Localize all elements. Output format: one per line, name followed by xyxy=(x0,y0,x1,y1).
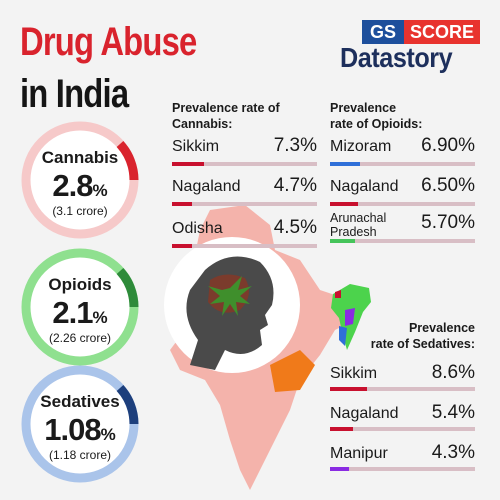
ring-accent-arc xyxy=(116,140,139,181)
ring-graphic xyxy=(21,248,139,366)
ring-graphic xyxy=(21,121,139,239)
chart-title-display: Prevalence rate of Cannabis: xyxy=(172,100,312,132)
category-label: Arunachal Pradesh xyxy=(330,211,386,239)
manipur-shape xyxy=(345,308,355,326)
bar-track xyxy=(172,162,317,166)
head-silhouette-icon xyxy=(186,256,274,370)
summary-name: Cannabis xyxy=(41,148,119,167)
bar xyxy=(172,244,192,248)
category-label: Sikkim xyxy=(172,138,220,155)
ring-graphic xyxy=(21,365,139,483)
bar xyxy=(172,162,204,166)
data-label: 5.70% xyxy=(421,212,475,233)
bar xyxy=(330,467,349,471)
bar xyxy=(330,427,353,431)
chart-title-line: Cannabis: xyxy=(172,117,233,131)
title-line-2: in India xyxy=(20,72,129,116)
ring-text: Cannabis 2.8% (3.1 crore) xyxy=(18,148,142,218)
category-label: Nagaland xyxy=(330,405,399,422)
bar-track xyxy=(330,202,475,206)
bar-track xyxy=(330,467,475,471)
brand-logo: GS SCORE xyxy=(362,20,480,44)
bar-track xyxy=(172,244,317,248)
summary-value: 2.8% xyxy=(18,168,142,204)
summary-ring-opioids: Opioids 2.1% (2.26 crore) xyxy=(18,245,142,369)
bar xyxy=(172,202,192,206)
chart-title-display: Prevalence rate of Sedatives: xyxy=(330,320,475,352)
data-label: 6.50% xyxy=(421,175,475,196)
mizoram-shape xyxy=(339,326,347,346)
bar-track xyxy=(330,387,475,391)
sikkim-shape xyxy=(335,290,341,298)
bar xyxy=(330,387,367,391)
data-label: 7.3% xyxy=(273,135,317,156)
summary-value-unit: % xyxy=(92,181,108,200)
chart-title-line: Prevalence xyxy=(330,101,397,115)
ring-accent-arc xyxy=(116,384,139,425)
summary-value-number: 1.08 xyxy=(44,412,101,447)
northeast-map xyxy=(331,284,371,350)
data-label: 5.4% xyxy=(431,402,475,423)
summary-value-unit: % xyxy=(92,308,108,327)
summary-name: Sedatives xyxy=(40,392,120,411)
odisha-highlight xyxy=(270,350,315,392)
summary-sub: (2.26 crore) xyxy=(48,331,112,345)
bar xyxy=(330,162,360,166)
category-label: Nagaland xyxy=(330,178,399,195)
bar xyxy=(330,202,358,206)
category-label-line: Arunachal xyxy=(330,211,387,225)
data-label: 4.7% xyxy=(273,175,317,196)
ring-accent-arc xyxy=(116,267,139,308)
chart-title-line: Prevalence xyxy=(408,321,475,335)
summary-value: 2.1% xyxy=(18,295,142,331)
title-line-1: Drug Abuse xyxy=(20,20,197,64)
summary-sub: (3.1 crore) xyxy=(52,204,108,218)
data-label: 4.3% xyxy=(431,442,475,463)
brand-gs: GS xyxy=(362,20,404,44)
data-label: 8.6% xyxy=(431,362,475,383)
cannabis-leaf-icon xyxy=(208,276,252,316)
category-label: Manipur xyxy=(330,445,388,462)
summary-value: 1.08% xyxy=(18,412,142,448)
category-label: Sikkim xyxy=(330,365,378,382)
summary-ring-sedatives: Sedatives 1.08% (1.18 crore) xyxy=(18,362,142,486)
data-label: 6.90% xyxy=(421,135,475,156)
summary-value-number: 2.1 xyxy=(52,295,93,330)
chart-title-line: Prevalence rate of xyxy=(172,101,280,115)
summary-ring-cannabis: Cannabis 2.8% (3.1 crore) xyxy=(18,118,142,242)
bar-track xyxy=(330,239,475,243)
summary-sub: (1.18 crore) xyxy=(48,448,112,462)
chart-title-line: rate of Sedatives: xyxy=(370,337,475,351)
category-label: Odisha xyxy=(172,220,223,237)
chart-title-line: rate of Opioids: xyxy=(330,117,423,131)
summary-value-unit: % xyxy=(100,425,116,444)
brand-datastory: Datastory xyxy=(340,42,453,73)
category-label: Mizoram xyxy=(330,138,392,155)
data-label: 4.5% xyxy=(273,217,317,238)
bar xyxy=(330,239,355,243)
ring-text: Opioids 2.1% (2.26 crore) xyxy=(18,275,142,345)
india-map-illustration xyxy=(164,205,355,490)
chart-title-display: Prevalence rate of Opioids: xyxy=(330,100,470,132)
ring-text: Sedatives 1.08% (1.18 crore) xyxy=(18,392,142,462)
brand-score: SCORE xyxy=(404,20,480,44)
bar-track xyxy=(330,162,475,166)
bar-track xyxy=(172,202,317,206)
bar-track xyxy=(330,427,475,431)
summary-name: Opioids xyxy=(48,275,112,294)
category-label: Nagaland xyxy=(172,178,241,195)
summary-value-number: 2.8 xyxy=(52,168,93,203)
category-label-line: Pradesh xyxy=(330,225,377,239)
